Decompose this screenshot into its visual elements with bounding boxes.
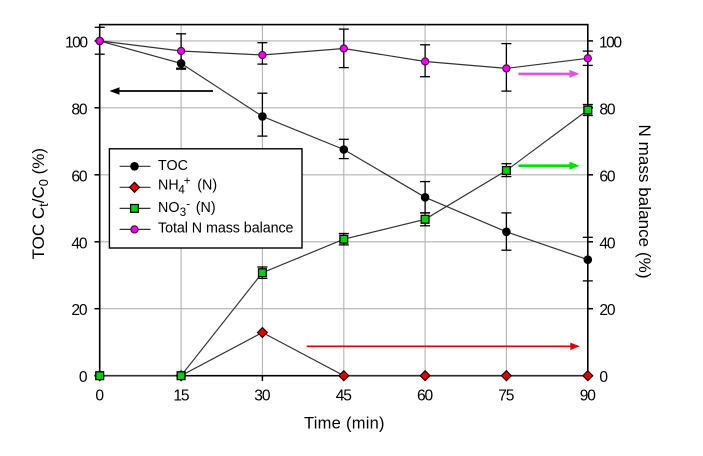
svg-text:(N): (N): [196, 200, 216, 216]
svg-text:40: 40: [599, 235, 616, 252]
svg-text:15: 15: [173, 388, 190, 405]
svg-text:4: 4: [178, 184, 185, 196]
svg-text:80: 80: [599, 101, 616, 118]
svg-text:60: 60: [71, 168, 88, 185]
svg-text:Total N mass balance: Total N mass balance: [158, 221, 294, 237]
svg-text:+: +: [184, 176, 191, 188]
svg-text:90: 90: [580, 388, 597, 405]
svg-text:60: 60: [417, 388, 434, 405]
svg-text:-: -: [186, 199, 190, 211]
svg-text:NH: NH: [158, 178, 179, 194]
svg-text:3: 3: [180, 207, 186, 219]
svg-text:20: 20: [71, 302, 88, 319]
svg-text:N mass balance (%): N mass balance (%): [635, 125, 654, 279]
svg-text:TOC Ct/C0 (%): TOC Ct/C0 (%): [29, 148, 51, 259]
svg-text:0: 0: [599, 369, 608, 386]
svg-text:20: 20: [599, 302, 616, 319]
svg-text:Time (min): Time (min): [304, 415, 385, 433]
svg-text:100: 100: [599, 34, 622, 51]
svg-text:75: 75: [498, 388, 515, 405]
svg-text:60: 60: [599, 168, 616, 185]
svg-text:(N): (N): [197, 178, 217, 194]
svg-text:100: 100: [65, 34, 88, 51]
svg-text:40: 40: [71, 235, 88, 252]
svg-text:45: 45: [336, 388, 353, 405]
svg-text:NO: NO: [158, 200, 179, 216]
svg-text:30: 30: [254, 388, 271, 405]
svg-text:0: 0: [95, 388, 104, 405]
svg-text:0: 0: [79, 369, 88, 386]
svg-text:TOC: TOC: [158, 158, 188, 174]
svg-text:80: 80: [71, 101, 88, 118]
